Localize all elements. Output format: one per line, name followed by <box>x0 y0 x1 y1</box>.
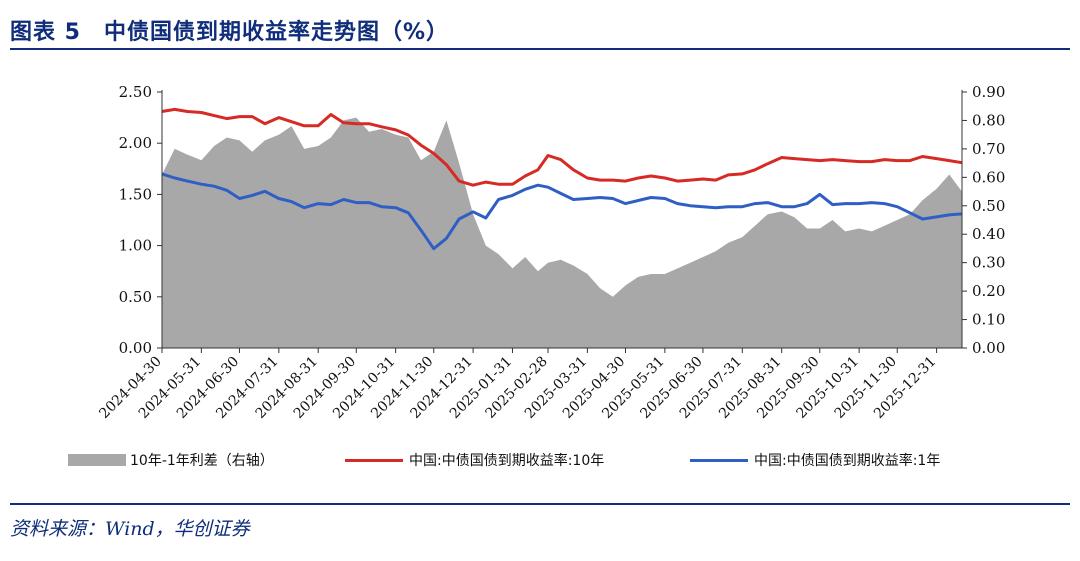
yield-chart: 0.00 0.50 1.00 1.50 2.00 2.50 0.00 0.10 0.20 0.30… <box>96 83 1005 422</box>
y-right-tick-label: 0.10 <box>972 311 1005 329</box>
legend-label-10y: 中国:中债国债到期收益率:10年 <box>409 453 605 469</box>
title-rule <box>10 48 1070 50</box>
y-right-tick-label: 0.40 <box>972 225 1005 243</box>
y-left-tick-label: 1.50 <box>119 185 152 203</box>
y-right-tick-label: 0.90 <box>972 83 1005 101</box>
y-left-tick-label: 0.00 <box>119 339 152 357</box>
legend-item-1y: 中国:中债国债到期收益率:1年 <box>690 450 940 470</box>
y-right-tick-label: 0.30 <box>972 254 1005 272</box>
y-right-tick-label: 0.80 <box>972 111 1005 129</box>
legend-swatch-1y <box>690 458 748 462</box>
series-line-1y <box>161 172 963 251</box>
y-left-tick-label: 0.50 <box>119 288 152 306</box>
y-right-tick-label: 0.50 <box>972 197 1005 215</box>
legend-item-spread: 10年-1年利差（右轴） <box>68 450 274 470</box>
footer-rule <box>10 503 1070 505</box>
figure-header: 图表 5 中债国债到期收益率走势图（%） <box>0 0 1080 50</box>
legend-swatch-10y <box>345 458 403 462</box>
source-note: 资料来源：Wind，华创证券 <box>10 518 250 540</box>
y-right-tick-label: 0.20 <box>972 282 1005 300</box>
y-left-tick-label: 2.50 <box>119 83 152 101</box>
legend-item-10y: 中国:中债国债到期收益率:10年 <box>345 450 604 470</box>
figure-title: 图表 5 中债国债到期收益率走势图（%） <box>10 20 450 45</box>
y-right-tick-label: 0.60 <box>972 168 1005 186</box>
y-left-tick-label: 2.00 <box>119 134 152 152</box>
legend-label-spread: 10年-1年利差（右轴） <box>130 453 274 469</box>
y-right-tick-label: 0.00 <box>972 339 1005 357</box>
series-area-spread <box>162 117 962 348</box>
series-line-10y <box>161 107 963 187</box>
y-left-tick-label: 1.00 <box>119 237 152 255</box>
legend-swatch-spread <box>68 454 126 466</box>
legend-label-1y: 中国:中债国债到期收益率:1年 <box>754 453 941 469</box>
y-right-tick-label: 0.70 <box>972 140 1005 158</box>
